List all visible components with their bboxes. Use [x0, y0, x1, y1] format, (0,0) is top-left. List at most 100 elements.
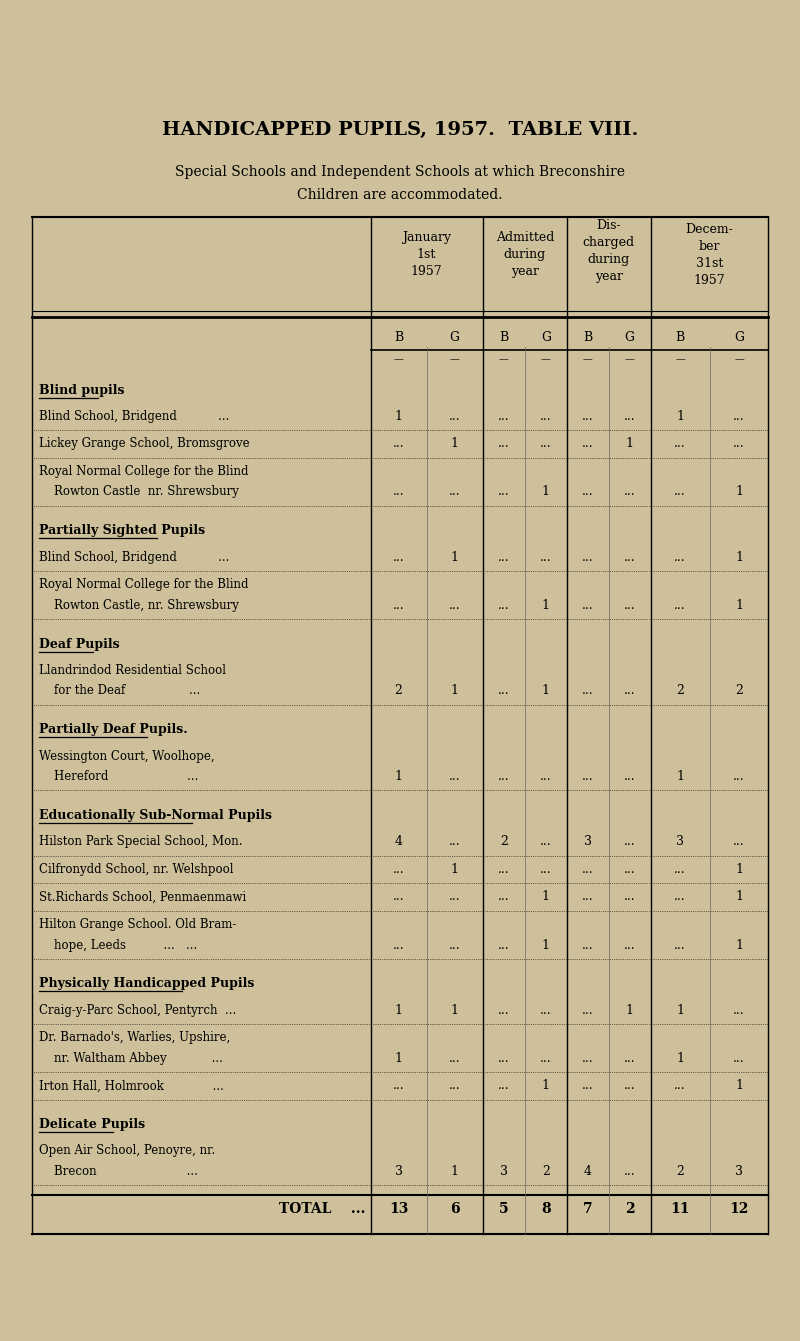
Text: 2: 2 — [676, 684, 684, 697]
Text: ...: ... — [498, 410, 510, 422]
Text: ...: ... — [674, 890, 686, 904]
Text: ...: ... — [393, 598, 404, 611]
Text: ...: ... — [624, 862, 635, 876]
Text: Partially Sighted Pupils: Partially Sighted Pupils — [39, 524, 206, 538]
Text: ...: ... — [624, 890, 635, 904]
Text: ...: ... — [674, 551, 686, 563]
Text: ...: ... — [674, 598, 686, 611]
Text: ...: ... — [449, 835, 460, 849]
Text: ...: ... — [582, 1051, 594, 1065]
Text: 11: 11 — [670, 1202, 690, 1216]
Text: ...: ... — [582, 939, 594, 952]
Text: ...: ... — [498, 598, 510, 611]
Text: Royal Normal College for the Blind: Royal Normal College for the Blind — [39, 578, 249, 591]
Text: 1: 1 — [542, 890, 550, 904]
Text: 1: 1 — [676, 410, 684, 422]
Text: ...: ... — [498, 684, 510, 697]
Text: 1: 1 — [542, 939, 550, 952]
Text: ...: ... — [540, 1003, 552, 1016]
Text: Hilton Grange School. Old Bram-: Hilton Grange School. Old Bram- — [39, 917, 237, 931]
Text: ...: ... — [393, 485, 404, 499]
Text: 3: 3 — [676, 835, 684, 849]
Text: Open Air School, Penoyre, nr.: Open Air School, Penoyre, nr. — [39, 1144, 216, 1157]
Text: St.Richards School, Penmaenmawi: St.Richards School, Penmaenmawi — [39, 890, 246, 904]
Text: 1: 1 — [735, 862, 743, 876]
Text: ...: ... — [733, 770, 745, 783]
Text: ...: ... — [498, 862, 510, 876]
Text: ...: ... — [582, 770, 594, 783]
Text: ...: ... — [449, 1051, 460, 1065]
Text: 1: 1 — [626, 437, 634, 451]
Text: ...: ... — [733, 1003, 745, 1016]
Text: ...: ... — [449, 598, 460, 611]
Text: B: B — [583, 331, 593, 343]
Text: for the Deaf                 ...: for the Deaf ... — [39, 684, 201, 697]
Text: HANDICAPPED PUPILS, 1957.  TABLE VIII.: HANDICAPPED PUPILS, 1957. TABLE VIII. — [162, 121, 638, 138]
Text: 1: 1 — [676, 770, 684, 783]
Text: ...: ... — [498, 1051, 510, 1065]
Text: Royal Normal College for the Blind: Royal Normal College for the Blind — [39, 465, 249, 477]
Text: ...: ... — [624, 485, 635, 499]
Text: ...: ... — [624, 684, 635, 697]
Text: ...: ... — [733, 437, 745, 451]
Text: 1: 1 — [450, 437, 458, 451]
Text: ...: ... — [674, 862, 686, 876]
Text: ...: ... — [449, 890, 460, 904]
Text: 1: 1 — [450, 551, 458, 563]
Text: Rowton Castle  nr. Shrewsbury: Rowton Castle nr. Shrewsbury — [39, 485, 239, 499]
Text: ...: ... — [540, 770, 552, 783]
Text: ...: ... — [582, 862, 594, 876]
Text: ...: ... — [582, 551, 594, 563]
Text: 1: 1 — [676, 1051, 684, 1065]
Text: ...: ... — [733, 410, 745, 422]
Text: 4: 4 — [584, 1165, 592, 1179]
Text: ...: ... — [733, 835, 745, 849]
Text: 1: 1 — [735, 890, 743, 904]
Text: 1: 1 — [450, 1165, 458, 1179]
Text: G: G — [625, 331, 634, 343]
Text: ...: ... — [674, 437, 686, 451]
Text: ...: ... — [540, 862, 552, 876]
Text: —: — — [394, 355, 403, 365]
Text: Decem-
ber
31st
1957: Decem- ber 31st 1957 — [686, 223, 734, 287]
Text: Cilfronydd School, nr. Welshpool: Cilfronydd School, nr. Welshpool — [39, 862, 234, 876]
Text: Physically Handicapped Pupils: Physically Handicapped Pupils — [39, 978, 254, 991]
Text: ...: ... — [449, 485, 460, 499]
Text: Brecon                        ...: Brecon ... — [39, 1165, 198, 1179]
Text: 5: 5 — [499, 1202, 509, 1216]
Text: ...: ... — [540, 1051, 552, 1065]
Text: Deaf Pupils: Deaf Pupils — [39, 638, 120, 650]
Text: 3: 3 — [394, 1165, 402, 1179]
Text: ...: ... — [624, 551, 635, 563]
Text: Children are accommodated.: Children are accommodated. — [298, 188, 502, 201]
Text: ...: ... — [540, 437, 552, 451]
Text: 3: 3 — [735, 1165, 743, 1179]
Text: ...: ... — [540, 835, 552, 849]
Text: 1: 1 — [735, 1080, 743, 1093]
Text: ...: ... — [582, 684, 594, 697]
Text: ...: ... — [582, 1080, 594, 1093]
Text: 1: 1 — [394, 1051, 402, 1065]
Text: 2: 2 — [735, 684, 743, 697]
Text: ...: ... — [674, 939, 686, 952]
Text: —: — — [625, 355, 634, 365]
Text: 2: 2 — [394, 684, 402, 697]
Text: 1: 1 — [450, 862, 458, 876]
Text: 4: 4 — [394, 835, 402, 849]
Text: ...: ... — [393, 862, 404, 876]
Text: ...: ... — [624, 939, 635, 952]
Text: hope, Leeds          ...   ...: hope, Leeds ... ... — [39, 939, 198, 952]
Text: ...: ... — [498, 939, 510, 952]
Text: 1: 1 — [542, 485, 550, 499]
Text: 2: 2 — [542, 1165, 550, 1179]
Text: ...: ... — [498, 437, 510, 451]
Text: 12: 12 — [730, 1202, 749, 1216]
Text: Blind School, Bridgend           ...: Blind School, Bridgend ... — [39, 551, 230, 563]
Text: 1: 1 — [735, 551, 743, 563]
Text: Dis-
charged
during
year: Dis- charged during year — [582, 219, 635, 283]
Text: B: B — [675, 331, 685, 343]
Text: 1: 1 — [542, 598, 550, 611]
Text: —: — — [675, 355, 685, 365]
Text: 2: 2 — [676, 1165, 684, 1179]
Text: ...: ... — [624, 410, 635, 422]
